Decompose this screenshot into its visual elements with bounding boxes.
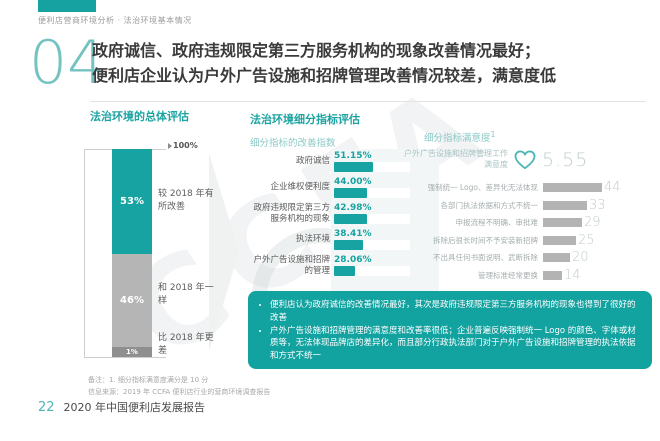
- page-title-line1: 政府诚信、政府违规限定第三方服务机构的现象改善情况最好；: [92, 41, 541, 60]
- satisfaction-category-label: 强制统一 Logo、差异化无法体现: [427, 183, 538, 193]
- satisfaction-row: 拆除后很长时间不予安装新招牌 25: [404, 232, 654, 250]
- satisfaction-category-label: 拆除后很长时间不予安装新招牌: [433, 235, 538, 245]
- kpi-value: 5.55: [542, 149, 589, 171]
- satisfaction-row: 不出具任何书面说明、武断拆除 20: [404, 249, 654, 267]
- satisfaction-row: 强制统一 Logo、差异化无法体现 44: [404, 179, 654, 197]
- page-title-line2: 便利店企业认为户外广告设施和招牌管理改善情况较差，满意度低: [92, 65, 557, 85]
- bar-track: [334, 162, 410, 172]
- bar-track: [334, 214, 410, 225]
- footnote-marker: 1: [490, 130, 496, 139]
- satisfaction-value: 14: [564, 267, 581, 283]
- bar-fill: [334, 266, 356, 277]
- overall-chart-baseline: [84, 357, 166, 358]
- segment-value-label: 46%: [120, 295, 144, 307]
- summary-bullet-list: 便利店认为政府诚信的改善情况最好，其次是政府违规限定第三方服务机构的现象也得到了…: [258, 299, 638, 363]
- breadcrumb: 便利店营商环境分析 · 法治环境基本情况: [38, 16, 192, 25]
- satisfaction-row: 各部门执法依据和方式不统一 33: [404, 197, 654, 215]
- page-footer: 22 2020 年中国便利店发展报告: [38, 399, 205, 415]
- segment-label-same: 和 2018 年一样: [158, 283, 214, 306]
- satisfaction-title-text: 细分指标满意度: [424, 133, 491, 145]
- subindex-chart-title: 法治环境细分指标评估: [250, 113, 360, 126]
- bar-fill: [334, 162, 373, 172]
- bar-track: [334, 240, 410, 251]
- segment-value-label: 53%: [120, 196, 144, 208]
- improvement-value-label: 38.41%: [334, 229, 372, 240]
- satisfaction-value: 29: [584, 215, 601, 231]
- bar-track: [334, 188, 410, 198]
- bar-track: [334, 266, 410, 277]
- satisfaction-category-label: 管理标准经常更换: [478, 270, 538, 280]
- stacked-segment: 1%: [112, 347, 152, 357]
- improvement-row: 政府违规限定第三方服务机构的现象 42.98%: [246, 203, 446, 225]
- bar-fill: [334, 188, 368, 198]
- improvement-category-label: 政府诚信: [295, 156, 330, 167]
- title-divider: [90, 101, 646, 102]
- footnote-line: 信息来源：2019 年 CCFA 便利店行业的营商环境调查报告: [88, 388, 271, 397]
- arrow-watermark: [209, 153, 239, 351]
- footnote-line: 备注：1. 细分指标满意度满分是 10 分: [88, 376, 209, 384]
- improvement-value-label: 44.00%: [334, 177, 372, 187]
- summary-bullet: 便利店认为政府诚信的改善情况最好，其次是政府违规限定第三方服务机构的现象也得到了…: [270, 299, 638, 325]
- satisfaction-bar: [543, 183, 602, 193]
- improvement-row: 政府诚信 51.15%: [246, 151, 446, 172]
- stacked-segment: 46%: [112, 254, 152, 348]
- improvement-value-label: 51.15%: [334, 151, 372, 161]
- bar-fill: [334, 214, 367, 225]
- satisfaction-value: 20: [572, 250, 589, 266]
- improvement-row: 户外广告设施和招牌的管理 28.06%: [246, 255, 446, 277]
- section-number: 04: [29, 28, 106, 98]
- page-number: 22: [38, 400, 55, 415]
- summary-bullet: 户外广告设施和招牌管理的满意度和改善率很低；企业普遍反映强制统一 Logo 的颜…: [270, 325, 638, 363]
- heart-icon: [514, 150, 536, 170]
- improvement-category-label: 企业维权便利度: [270, 182, 330, 193]
- improvement-index-rows: 政府诚信 51.15% 企业维权便利度 44.00% 政府违规限定第三方服务机构的现象 4…: [246, 151, 446, 282]
- segment-label-worse: 比 2018 年更差: [158, 333, 214, 356]
- improvement-row: 企业维权便利度 44.00%: [246, 177, 446, 198]
- improvement-row: 执法环境 38.41%: [246, 229, 446, 251]
- satisfaction-value: 25: [578, 232, 595, 248]
- kpi-label: 户外广告设施和招牌管理工作满意度: [404, 149, 508, 169]
- satisfaction-bar: [543, 218, 582, 228]
- satisfaction-value: 44: [604, 180, 621, 196]
- segment-value-label: 1%: [126, 348, 138, 357]
- satisfaction-category-label: 不出具任何书面说明、武断拆除: [433, 253, 538, 263]
- axis-top-value: 100%: [173, 141, 198, 150]
- satisfaction-category-label: 申报流程不明确、审批难: [455, 218, 539, 228]
- satisfaction-row: 申报流程不明确、审批难 29: [404, 214, 654, 232]
- satisfaction-bar: [543, 200, 587, 210]
- segment-label-improved: 较 2018 年有所改善: [158, 189, 214, 212]
- header-accent-bar: [38, 0, 96, 12]
- report-title: 2020 年中国便利店发展报告: [63, 401, 206, 414]
- overall-chart-y-axis: [84, 149, 85, 357]
- improvement-category-label: 户外广告设施和招牌的管理: [253, 255, 330, 276]
- satisfaction-category-label: 各部门执法依据和方式不统一: [440, 200, 539, 210]
- stacked-bar: 53% 46% 1%: [112, 149, 152, 357]
- satisfaction-row: 管理标准经常更换 14: [404, 267, 654, 285]
- overall-chart-100pct-label: 100%: [168, 141, 198, 150]
- satisfaction-bar: [543, 253, 570, 263]
- satisfaction-bar: [543, 270, 562, 280]
- satisfaction-bar: [543, 235, 576, 245]
- axis-arrow-icon: [168, 142, 172, 149]
- bar-fill: [334, 240, 364, 251]
- subindex-chart-subtitle: 细分指标的改善指数: [250, 138, 336, 149]
- footnotes: 备注：1. 细分指标满意度满分是 10 分 信息来源：2019 年 CCFA 便…: [88, 374, 270, 399]
- satisfaction-chart-title: 细分指标满意度1: [424, 130, 496, 144]
- stacked-segment: 53%: [112, 149, 152, 255]
- page-title: 政府诚信、政府违规限定第三方服务机构的现象改善情况最好； 便利店企业认为户外广告…: [92, 39, 556, 89]
- satisfaction-rows: 强制统一 Logo、差异化无法体现 44 各部门执法依据和方式不统一 33 申报流程不明…: [404, 179, 654, 284]
- satisfaction-value: 33: [589, 197, 606, 213]
- satisfaction-kpi: 户外广告设施和招牌管理工作满意度 5.55: [404, 149, 644, 171]
- improvement-value-label: 28.06%: [334, 255, 372, 266]
- summary-callout: 便利店认为政府诚信的改善情况最好，其次是政府违规限定第三方服务机构的现象也得到了…: [248, 291, 652, 369]
- overall-chart-title: 法治环境的总体评估: [90, 110, 189, 123]
- improvement-category-label: 执法环境: [295, 234, 330, 245]
- improvement-value-label: 42.98%: [334, 203, 372, 214]
- improvement-category-label: 政府违规限定第三方服务机构的现象: [253, 203, 330, 224]
